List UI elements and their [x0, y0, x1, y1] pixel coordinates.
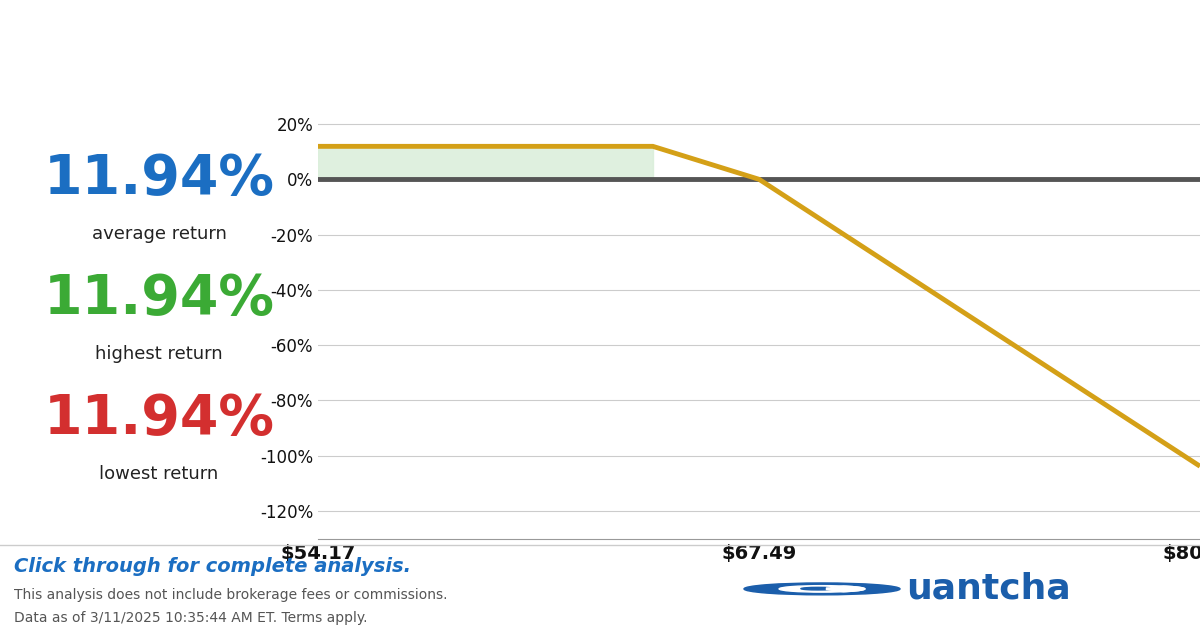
Text: Bear Call Spread analysis for $54.72-$64.28 model on 17-Apr-2025: Bear Call Spread analysis for $54.72-$64… [14, 77, 612, 99]
Circle shape [744, 583, 900, 595]
Text: average return: average return [91, 226, 227, 243]
Text: uantcha: uantcha [906, 572, 1070, 606]
Text: lowest return: lowest return [100, 466, 218, 483]
Text: PROCORE TECHNOLOGIES CORP (PCOR): PROCORE TECHNOLOGIES CORP (PCOR) [14, 10, 941, 52]
Text: Click through for complete analysis.: Click through for complete analysis. [14, 556, 412, 576]
Text: 11.94%: 11.94% [43, 272, 275, 326]
Text: 11.94%: 11.94% [43, 392, 275, 445]
Text: 11.94%: 11.94% [43, 152, 275, 206]
Wedge shape [826, 586, 865, 592]
Text: highest return: highest return [95, 345, 223, 364]
Text: This analysis does not include brokerage fees or commissions.: This analysis does not include brokerage… [14, 588, 448, 602]
Circle shape [800, 587, 835, 590]
Text: Data as of 3/11/2025 10:35:44 AM ET. Terms apply.: Data as of 3/11/2025 10:35:44 AM ET. Ter… [14, 611, 368, 625]
Circle shape [779, 586, 865, 592]
